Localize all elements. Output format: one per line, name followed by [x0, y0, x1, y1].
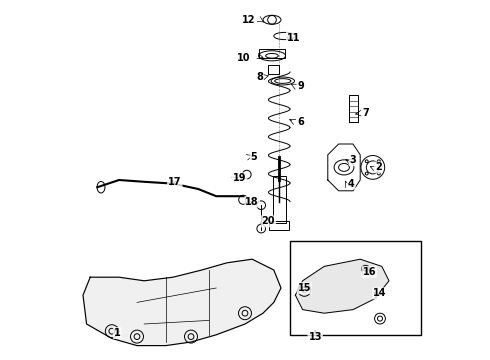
Bar: [269, 65, 279, 74]
Text: 13: 13: [308, 332, 322, 342]
Text: 16: 16: [363, 267, 376, 277]
Text: 7: 7: [362, 108, 369, 118]
Text: 9: 9: [297, 81, 304, 91]
Bar: [269, 221, 289, 230]
Bar: [349, 95, 358, 122]
Text: 15: 15: [297, 283, 311, 293]
Text: 12: 12: [242, 15, 255, 25]
Polygon shape: [295, 259, 389, 313]
Bar: [273, 176, 286, 223]
Text: 17: 17: [168, 177, 182, 187]
Text: 4: 4: [348, 179, 355, 189]
Text: 2: 2: [375, 162, 382, 172]
Text: 1: 1: [114, 328, 121, 338]
Text: 6: 6: [297, 117, 304, 127]
Bar: [259, 49, 285, 58]
Polygon shape: [328, 144, 360, 191]
Text: 10: 10: [237, 53, 250, 63]
Text: 14: 14: [373, 288, 387, 298]
Text: 8: 8: [256, 72, 263, 82]
Text: 19: 19: [233, 173, 246, 183]
Text: 5: 5: [250, 152, 257, 162]
Text: 11: 11: [287, 33, 300, 43]
Text: 20: 20: [262, 216, 275, 226]
Polygon shape: [83, 259, 281, 346]
Bar: [290, 241, 421, 335]
Text: 3: 3: [350, 155, 356, 165]
Text: 18: 18: [245, 197, 259, 207]
